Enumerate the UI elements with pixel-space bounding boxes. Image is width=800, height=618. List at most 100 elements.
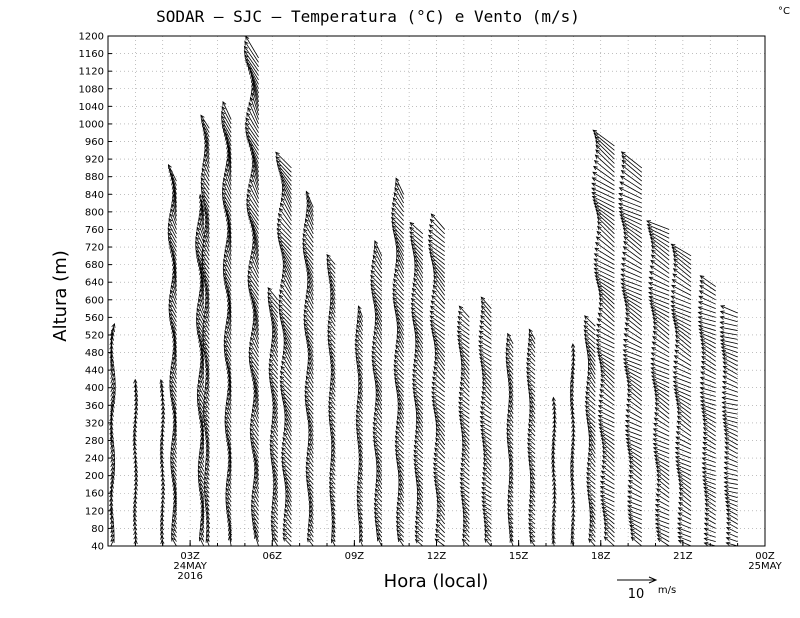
wind-arrow-head [396, 529, 401, 534]
wind-arrow-head [244, 40, 249, 46]
wind-arrow [431, 391, 445, 402]
wind-arrow [307, 366, 314, 380]
wind-arrow [253, 308, 259, 327]
wind-arrow [675, 460, 692, 468]
wind-arrow [250, 74, 259, 98]
wind-arrow-head [699, 285, 704, 290]
wind-arrow-head [529, 467, 534, 473]
wind-arrow [460, 354, 470, 366]
wind-arrow [110, 408, 114, 419]
wind-arrow-head [198, 374, 203, 380]
wind-arrow [529, 463, 536, 472]
wind-arrow [328, 414, 336, 424]
wind-arrow [393, 373, 404, 384]
wind-arrow [224, 411, 232, 424]
wind-arrow-head [133, 378, 138, 384]
wind-arrow-head [719, 334, 725, 339]
wind-arrow-head [526, 362, 531, 367]
wind-arrow [167, 227, 177, 243]
wind-arrow [201, 190, 210, 204]
wind-arrow [677, 471, 692, 481]
wind-arrow-head [374, 375, 379, 381]
wind-arrow [415, 344, 424, 358]
wind-arrow [672, 250, 692, 265]
wind-arrow [355, 414, 363, 424]
wind-arrow [481, 305, 492, 318]
wind-arrow [133, 508, 136, 516]
wind-arrow-head [433, 475, 439, 481]
wind-arrow-head [676, 415, 682, 421]
wind-arrow [110, 449, 115, 459]
wind-arrow [254, 462, 259, 476]
wind-arrow [396, 249, 405, 265]
wind-arrow-head [627, 388, 632, 393]
wind-arrow-head [307, 532, 312, 538]
wind-arrow [585, 396, 596, 406]
wind-arrow [306, 195, 314, 213]
wind-arrow [372, 368, 383, 380]
wind-arrow-head [132, 508, 137, 513]
wind-arrow [483, 512, 492, 520]
wind-arrow-head [701, 457, 707, 462]
wind-arrow-head [597, 285, 602, 290]
wind-arrow [595, 140, 615, 160]
wind-arrow-head [624, 322, 630, 327]
wind-arrow [396, 520, 404, 529]
wind-arrow-head [249, 260, 254, 265]
wind-arrow [508, 521, 514, 529]
wind-arrow [331, 373, 336, 384]
wind-arrow [251, 513, 259, 525]
wind-arrow [625, 429, 642, 437]
wind-arrow [271, 420, 279, 432]
wind-arrow [394, 268, 404, 283]
y-tick-label: 1000 [79, 119, 104, 130]
y-tick-label: 40 [91, 542, 104, 553]
wind-arrow-head [433, 411, 439, 416]
wind-arrow [481, 432, 492, 441]
wind-arrow [329, 423, 336, 432]
wind-arrow-head [479, 411, 485, 416]
wind-arrow [601, 470, 615, 481]
wind-arrow [674, 349, 692, 362]
wind-arrow-head [201, 190, 206, 196]
wind-arrow-head [330, 498, 335, 504]
wind-arrow [110, 404, 114, 415]
wind-arrow-head [412, 387, 417, 392]
wind-arrow-head [433, 270, 438, 276]
wind-arrow [416, 488, 424, 498]
wind-arrow [623, 236, 643, 252]
wind-arrow [397, 416, 404, 428]
wind-arrow-head [204, 381, 209, 387]
wind-arrow-head [374, 307, 379, 313]
wind-arrow-head [625, 437, 631, 442]
wind-arrow-head [305, 213, 310, 218]
wind-arrow-head [109, 501, 114, 507]
wind-arrow-head [551, 517, 556, 522]
wind-arrow-head [133, 383, 138, 388]
wind-arrow [371, 351, 383, 362]
wind-arrow-head [250, 418, 255, 423]
wind-arrow-head [506, 427, 511, 433]
wind-arrow-head [307, 415, 312, 421]
wind-arrow [201, 432, 205, 445]
wind-arrow-head [356, 499, 361, 504]
wind-arrow [392, 293, 404, 305]
wind-arrow-head [654, 406, 660, 412]
wind-arrow [720, 305, 738, 314]
wind-arrow-head [623, 365, 629, 370]
wind-arrow-head [530, 484, 535, 490]
wind-arrow [705, 507, 716, 516]
wind-arrow [437, 509, 446, 520]
wind-arrow [307, 415, 314, 428]
wind-arrow [478, 340, 492, 349]
wind-arrow-head [676, 410, 682, 416]
y-tick-label: 1040 [79, 102, 104, 113]
wind-arrow-head [650, 367, 656, 372]
wind-arrow [720, 326, 738, 331]
wind-arrow [222, 263, 232, 279]
x-tick-label: 15Z [509, 551, 529, 562]
wind-arrow [246, 62, 259, 85]
wind-arrow [373, 444, 383, 454]
wind-arrow [722, 406, 738, 411]
wind-arrow-head [416, 496, 421, 502]
